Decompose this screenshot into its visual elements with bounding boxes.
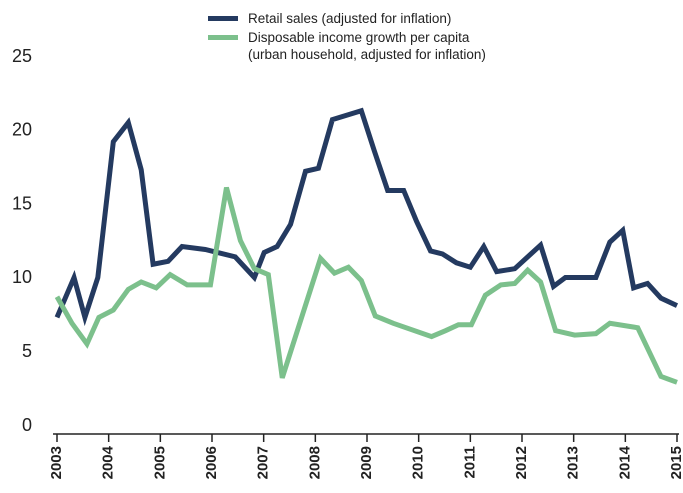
x-tick-label: 2014	[616, 445, 633, 479]
x-tick-label: 2015	[668, 446, 683, 479]
legend-label: Disposable income growth per capita (urb…	[248, 30, 486, 62]
series-line	[54, 186, 678, 385]
x-tick-label: 2004	[100, 445, 117, 479]
legend-swatch	[208, 16, 238, 21]
x-tick-label: 2013	[565, 446, 582, 479]
series-line	[54, 107, 679, 327]
legend: Retail sales (adjusted for inflation) Dis…	[208, 10, 486, 65]
x-tick-label: 2012	[513, 446, 530, 479]
y-tick-label: 15	[12, 193, 32, 213]
y-tick-label: 25	[12, 46, 32, 66]
legend-swatch	[208, 35, 238, 40]
x-tick-label: 2005	[151, 446, 168, 479]
legend-item: Retail sales (adjusted for inflation)	[208, 10, 486, 27]
y-tick-label: 20	[12, 120, 32, 140]
legend-label: Retail sales (adjusted for inflation)	[248, 11, 452, 26]
x-tick-label: 2008	[306, 446, 323, 479]
y-tick-label: 5	[22, 341, 32, 361]
legend-item: Disposable income growth per capita (urb…	[208, 29, 486, 63]
y-tick-label: 10	[12, 267, 32, 287]
x-tick-label: 2011	[461, 446, 478, 479]
x-tick-label: 2007	[255, 446, 272, 479]
x-tick-label: 2003	[48, 446, 65, 479]
x-tick-label: 2006	[203, 446, 220, 479]
y-tick-label: 0	[22, 415, 32, 435]
x-tick-label: 2009	[358, 446, 375, 479]
x-tick-label: 2010	[410, 446, 427, 479]
